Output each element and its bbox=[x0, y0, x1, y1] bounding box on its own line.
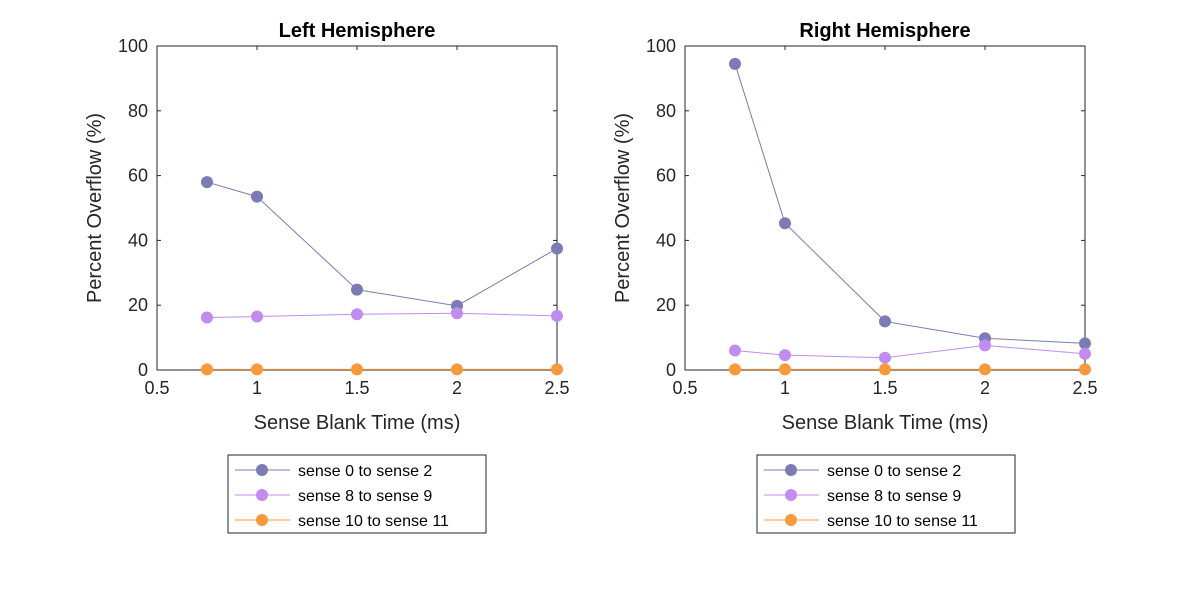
y-tick-label: 100 bbox=[646, 36, 676, 56]
data-point-series-2 bbox=[351, 308, 363, 321]
data-point-series-3 bbox=[1079, 363, 1091, 376]
data-point-series-1 bbox=[1079, 337, 1091, 350]
data-point-series-1 bbox=[779, 217, 791, 230]
x-tick-label: 1 bbox=[252, 378, 262, 398]
data-point-series-3 bbox=[201, 363, 213, 376]
legend-entry-series-2: sense 8 to sense 9 bbox=[298, 488, 432, 505]
x-axis-label: Sense Blank Time (ms) bbox=[254, 412, 461, 434]
data-point-series-1 bbox=[351, 283, 363, 296]
data-point-series-1 bbox=[551, 242, 563, 255]
legend-marker-series-1 bbox=[785, 464, 797, 476]
legend-marker-series-3 bbox=[785, 514, 797, 526]
legend-entry-series-3: sense 10 to sense 11 bbox=[827, 513, 978, 530]
data-point-series-2 bbox=[201, 311, 213, 324]
legend-entry-series-3: sense 10 to sense 11 bbox=[298, 513, 449, 530]
data-point-series-2 bbox=[251, 310, 263, 323]
y-tick-label: 0 bbox=[666, 360, 676, 380]
data-point-series-1 bbox=[251, 190, 263, 203]
legend-marker-series-1 bbox=[256, 464, 268, 476]
legend-entry-series-1: sense 0 to sense 2 bbox=[298, 463, 432, 480]
y-tick-label: 20 bbox=[128, 295, 148, 315]
y-tick-label: 60 bbox=[656, 166, 676, 186]
data-point-series-2 bbox=[551, 309, 563, 322]
x-tick-label: 1 bbox=[780, 378, 790, 398]
legend-marker-series-3 bbox=[256, 514, 268, 526]
data-point-series-3 bbox=[879, 363, 891, 376]
y-tick-label: 40 bbox=[656, 230, 676, 250]
x-tick-label: 2.5 bbox=[544, 378, 569, 398]
data-point-series-1 bbox=[201, 176, 213, 189]
legend-entry-series-1: sense 0 to sense 2 bbox=[827, 463, 961, 480]
chart-title: Right Hemisphere bbox=[799, 20, 970, 42]
legend-entry-series-2: sense 8 to sense 9 bbox=[827, 488, 961, 505]
legend-marker-series-2 bbox=[785, 489, 797, 501]
legend-marker-series-2 bbox=[256, 489, 268, 501]
data-point-series-2 bbox=[979, 339, 991, 352]
data-point-series-2 bbox=[729, 344, 741, 357]
data-point-series-3 bbox=[451, 363, 463, 376]
data-point-series-1 bbox=[879, 315, 891, 328]
y-tick-label: 80 bbox=[656, 101, 676, 121]
x-tick-label: 1.5 bbox=[344, 378, 369, 398]
y-tick-label: 40 bbox=[128, 230, 148, 250]
y-tick-label: 0 bbox=[138, 360, 148, 380]
data-point-series-3 bbox=[551, 363, 563, 376]
y-tick-label: 20 bbox=[656, 295, 676, 315]
data-point-series-1 bbox=[729, 57, 741, 70]
data-point-series-3 bbox=[251, 363, 263, 376]
y-axis-label: Percent Overflow (%) bbox=[612, 113, 634, 303]
y-tick-label: 100 bbox=[118, 36, 148, 56]
left-hemisphere-panel: 0.5 1 1.5 2 2.5 0 20 40 60 80 100 Left Hemisphere Se… bbox=[84, 20, 570, 534]
x-axis-label: Sense Blank Time (ms) bbox=[782, 412, 989, 434]
data-point-series-3 bbox=[729, 363, 741, 376]
data-point-series-3 bbox=[351, 363, 363, 376]
x-tick-label: 1.5 bbox=[872, 378, 897, 398]
data-point-series-2 bbox=[451, 307, 463, 320]
data-point-series-2 bbox=[779, 349, 791, 362]
data-point-series-2 bbox=[1079, 347, 1091, 360]
x-tick-label: 2 bbox=[980, 378, 990, 398]
x-tick-label: 0.5 bbox=[144, 378, 169, 398]
x-tick-label: 2.5 bbox=[1072, 378, 1097, 398]
x-tick-label: 0.5 bbox=[672, 378, 697, 398]
y-axis-label: Percent Overflow (%) bbox=[84, 113, 106, 303]
data-point-series-3 bbox=[979, 363, 991, 376]
data-point-series-2 bbox=[879, 351, 891, 364]
x-tick-label: 2 bbox=[452, 378, 462, 398]
chart-title: Left Hemisphere bbox=[279, 20, 436, 42]
right-hemisphere-panel: 0.5 1 1.5 2 2.5 0 20 40 60 80 100 Right Hemisphere S… bbox=[612, 20, 1098, 534]
data-point-series-3 bbox=[779, 363, 791, 376]
y-tick-label: 60 bbox=[128, 166, 148, 186]
y-tick-label: 80 bbox=[128, 101, 148, 121]
